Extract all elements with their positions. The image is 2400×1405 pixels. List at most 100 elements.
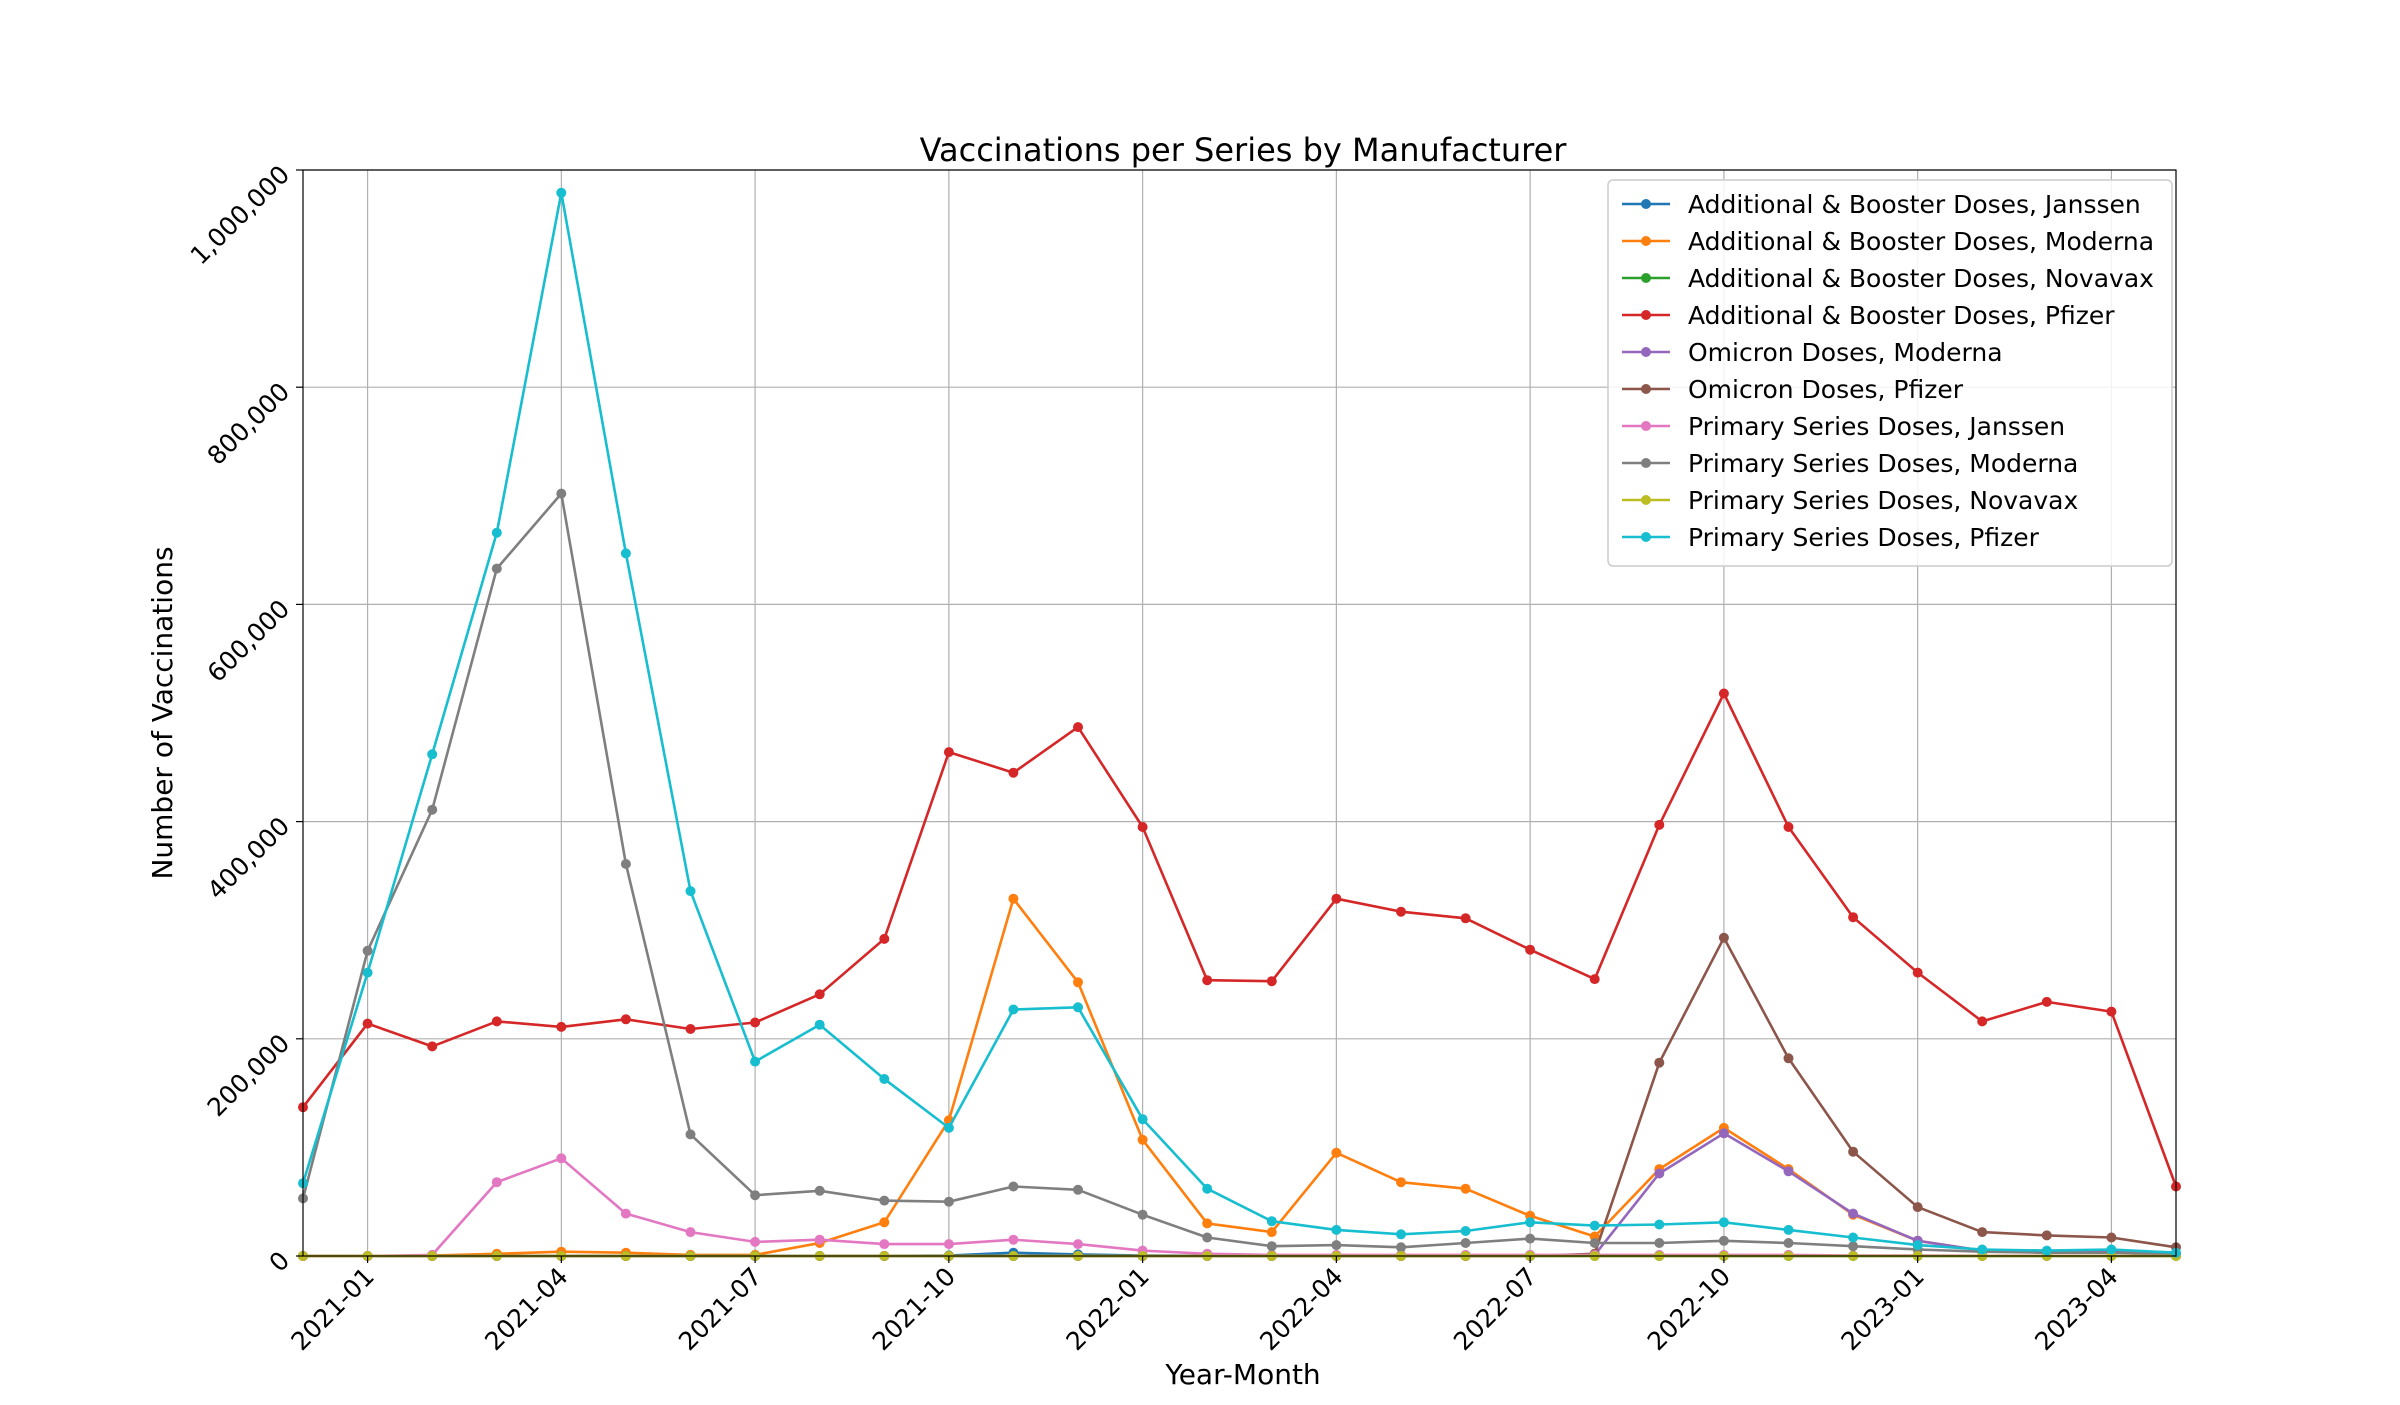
data-point: [620, 548, 631, 559]
legend-label: Additional & Booster Doses, Moderna: [1688, 227, 2154, 256]
data-point: [943, 1239, 954, 1250]
data-point: [685, 1227, 696, 1238]
data-point: [1718, 1235, 1729, 1246]
data-point: [362, 1018, 373, 1029]
data-point: [1848, 1232, 1859, 1243]
legend-frame: [1607, 179, 2173, 567]
data-point: [2106, 1244, 2117, 1255]
data-point: [1202, 1218, 1213, 1229]
legend-item: Primary Series Doses, Novavax: [1622, 486, 2078, 515]
data-point: [620, 859, 631, 869]
data-point: [879, 1217, 890, 1228]
data-point: [491, 1016, 502, 1027]
data-point: [1783, 1224, 1794, 1235]
data-point: [1396, 1229, 1406, 1240]
data-point: [1848, 1146, 1859, 1157]
data-point: [1654, 1238, 1665, 1248]
series-line: [301, 191, 2177, 1254]
legend-swatch-marker: [1641, 495, 1651, 505]
data-point: [1266, 976, 1277, 987]
data-point: [879, 1195, 890, 1206]
data-point: [2106, 1006, 2117, 1017]
data-point: [1137, 822, 1148, 832]
data-point: [1137, 1134, 1148, 1145]
data-point: [1977, 1227, 1988, 1238]
data-point: [1008, 1234, 1019, 1245]
data-point: [879, 1074, 890, 1084]
data-point: [1073, 722, 1083, 733]
data-point: [1202, 975, 1213, 986]
data-point: [1912, 1202, 1923, 1213]
data-point: [1654, 1219, 1665, 1230]
data-point: [2041, 1245, 2052, 1256]
legend-swatch-marker: [1641, 273, 1651, 283]
data-point: [879, 933, 890, 944]
data-point: [1912, 967, 1923, 978]
data-point: [1525, 1217, 1536, 1228]
data-point: [1783, 1238, 1794, 1248]
data-point: [1266, 1216, 1277, 1227]
data-point: [685, 1129, 696, 1140]
data-point: [1202, 1183, 1213, 1194]
data-point: [1848, 1241, 1859, 1252]
data-point: [1266, 1241, 1277, 1252]
legend-swatch-marker: [1641, 236, 1651, 246]
legend-swatch-marker: [1641, 347, 1651, 357]
data-point: [1525, 1233, 1536, 1244]
data-point: [1137, 1114, 1148, 1125]
legend: Additional & Booster Doses, Janssen Addit…: [1607, 179, 2173, 567]
data-point: [1783, 1053, 1794, 1064]
data-point: [1008, 1004, 1019, 1015]
data-point: [1525, 944, 1536, 955]
data-point: [1073, 1184, 1083, 1195]
legend-label: Primary Series Doses, Pfizer: [1688, 523, 2040, 552]
data-point: [1848, 1208, 1859, 1219]
data-point: [1977, 1244, 1988, 1255]
series-line: [301, 492, 2177, 1256]
legend-item: Additional & Booster Doses, Novavax: [1622, 264, 2154, 293]
data-point: [362, 945, 373, 956]
series-3: [298, 688, 2181, 1192]
data-point: [685, 886, 696, 897]
data-point: [879, 1239, 890, 1250]
data-point: [2106, 1232, 2117, 1243]
data-point: [1008, 1181, 1019, 1192]
data-point: [1396, 1242, 1406, 1253]
legend-item: Primary Series Doses, Pfizer: [1622, 523, 2040, 552]
legend-swatch-marker: [1641, 310, 1651, 320]
data-point: [620, 1014, 631, 1025]
legend-item: Additional & Booster Doses, Moderna: [1622, 227, 2154, 256]
data-point: [814, 1185, 825, 1196]
data-point: [1654, 1168, 1665, 1179]
legend-swatch-marker: [1641, 384, 1651, 394]
legend-item: Primary Series Doses, Janssen: [1622, 412, 2065, 441]
data-point: [750, 1236, 761, 1247]
data-point: [1331, 1240, 1342, 1251]
data-point: [427, 1041, 438, 1052]
legend-label: Primary Series Doses, Novavax: [1688, 486, 2078, 515]
data-point: [491, 527, 502, 538]
data-point: [943, 1122, 954, 1133]
data-point: [750, 1056, 761, 1067]
legend-item: Omicron Doses, Pfizer: [1622, 375, 1964, 404]
y-axis-label: Number of Vaccinations: [146, 546, 179, 879]
legend-swatch-marker: [1641, 199, 1651, 209]
series-line: [301, 692, 2178, 1187]
data-point: [1073, 977, 1083, 988]
data-point: [2041, 1230, 2052, 1241]
data-point: [1266, 1227, 1277, 1238]
data-point: [491, 563, 502, 574]
data-point: [1783, 822, 1794, 832]
data-point: [1460, 1183, 1471, 1194]
plot-frame: [302, 169, 2177, 1257]
data-point: [556, 1153, 567, 1164]
data-point: [1848, 912, 1859, 923]
data-point: [362, 967, 373, 978]
data-point: [814, 1019, 825, 1030]
legend-label: Omicron Doses, Moderna: [1688, 338, 2003, 367]
data-point: [1396, 1177, 1406, 1188]
data-point: [427, 749, 438, 760]
data-point: [556, 488, 567, 499]
data-point: [556, 187, 567, 198]
